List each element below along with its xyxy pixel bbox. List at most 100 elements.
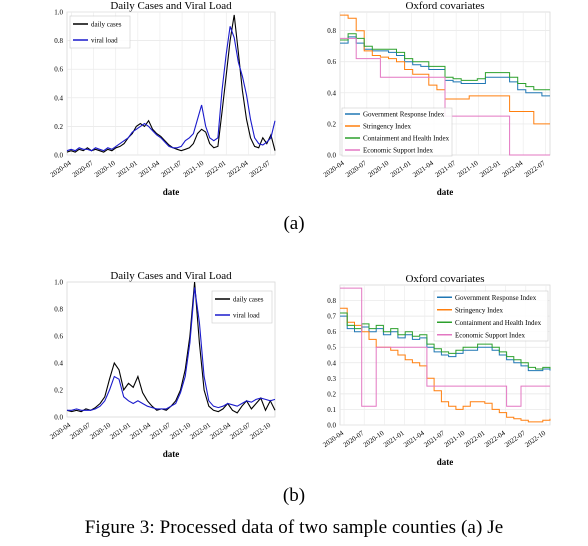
y-tick-label: 0.4 [327,89,336,97]
x-tick-label: 2020-07 [342,429,366,449]
x-tick-label: 2022-04 [501,159,525,179]
chart-b-oxford: Oxford covariates 0.0 0.1 0.2 0.3 0.4 0.5 0.6 0.… [321,273,551,467]
y-tick-label: 0.0 [54,414,63,422]
x-tick-label: 2020-07 [344,159,368,179]
x-tick-label: 2021-04 [137,159,161,179]
y-tick-label: 0.0 [327,422,336,430]
y-tick-label: 0.2 [54,387,63,395]
series-line-stringency-index [340,307,551,423]
y-tick-label: 0.6 [54,333,63,341]
legend-label: viral load [91,37,118,45]
panel-label-a: (a) [283,213,305,234]
panel-label-b: (b) [282,485,306,506]
x-tick-label: 2021-07 [434,159,458,179]
x-tick-label: 2022-07 [523,159,547,179]
x-tick-label: 2022-10 [248,421,272,441]
legend: Government Response Index Stringency Inde… [341,107,453,157]
x-tick-label: 2022-07 [503,429,527,449]
y-tick-label: 0.2 [327,390,336,398]
y-tick-label: 0.0 [327,152,336,160]
series-line-daily-cases [66,14,276,153]
x-tick-label: 2022-01 [463,429,487,449]
x-tick-label: 2020-04 [48,421,72,441]
x-tick-label: 2020-04 [321,429,345,449]
y-tick-label: 0.8 [327,27,336,35]
x-tick-label: 2021-04 [128,421,152,441]
x-tick-label: 2021-07 [422,429,446,449]
x-tick-label: 2021-01 [389,159,413,179]
y-tick-label: 0.2 [54,123,63,131]
legend-label: viral load [233,312,260,320]
legend-label: Economic Support Index [455,331,525,339]
y-tick-label: 0.3 [327,375,336,383]
x-tick-label: 2022-01 [188,421,212,441]
y-tick-label: 0.4 [54,360,63,368]
x-tick-label: 2020-10 [93,159,117,179]
x-tick-label: 2021-04 [402,429,426,449]
chart-title: Oxford covariates [405,0,484,12]
x-tick-label: 2021-07 [148,421,172,441]
x-tick-label: 2021-01 [108,421,132,441]
series-line-containment-and-health-index [340,33,550,91]
y-tick-label: 0.2 [327,120,336,128]
x-tick-label: 2021-10 [182,159,206,179]
legend-label: daily cases [91,21,122,29]
y-tick-label: 0.8 [327,297,336,305]
chart-title: Daily Cases and Viral Load [110,0,232,12]
series-line-viral-load [66,26,276,152]
plot-frame [66,281,276,418]
x-tick-label: 2022-04 [226,159,250,179]
legend-label: Containment and Health Index [455,319,542,327]
legend-label: Stringency Index [455,306,504,314]
y-tick-label: 0.5 [327,344,336,352]
legend-label: daily cases [233,296,264,304]
x-axis-label: date [437,187,454,197]
x-tick-label: 2022-07 [228,421,252,441]
series-line-government-response-index [340,315,551,372]
legend-label: Containment and Health Index [363,135,450,143]
legend-label: Government Response Index [455,294,537,302]
series-line-viral-load [67,287,276,411]
y-tick-label: 0.0 [54,152,63,160]
x-tick-label: 2022-01 [204,159,228,179]
x-tick-label: 2021-10 [168,421,192,441]
y-tick-label: 0.8 [54,37,63,45]
x-tick-label: 2022-04 [483,429,507,449]
x-tick-label: 2021-01 [115,159,139,179]
y-tick-label: 0.6 [327,328,336,336]
chart-a-oxford: Oxford covariates0.00.20.40.60.82020-042… [322,0,551,197]
legend: Government Response Index Stringency Inde… [433,290,549,342]
y-tick-label: 0.6 [54,66,63,74]
chart-a-cases-viral: Daily Cases and Viral Load 0.0 0.2 0.4 0.6 0.… [49,0,276,197]
y-tick-label: 1.0 [54,9,63,17]
y-tick-label: 0.8 [54,306,63,314]
x-tick-label: 2022-10 [523,429,547,449]
x-axis-label: date [163,449,180,459]
legend-label: Government Response Index [363,111,445,119]
legend-label: Stringency Index [363,123,412,131]
x-tick-label: 2020-04 [322,159,346,179]
chart-b-cases-viral: Daily Cases and Viral Load 0.0 0.2 0.4 0.6 0.… [48,270,276,459]
x-tick-label: 2020-10 [88,421,112,441]
legend: daily cases viral load [69,15,131,49]
legend: daily cases viral load [211,290,273,324]
chart-title: Oxford covariates [405,273,484,285]
series-line-economic-support-index [340,37,550,156]
x-tick-label: 2020-07 [68,421,92,441]
y-tick-label: 0.7 [327,313,336,321]
x-tick-label: 2022-01 [478,159,502,179]
y-tick-label: 0.1 [327,406,336,414]
y-tick-label: 0.4 [327,359,336,367]
x-tick-label: 2020-07 [71,159,95,179]
x-tick-label: 2021-10 [443,429,467,449]
x-tick-label: 2022-04 [208,421,232,441]
x-axis-label: date [437,457,454,467]
y-tick-label: 0.6 [327,58,336,66]
series-line-government-response-index [340,36,550,97]
x-tick-label: 2022-07 [248,159,272,179]
series-line-economic-support-index [340,287,550,407]
chart-title: Daily Cases and Viral Load [110,270,232,282]
x-tick-label: 2020-10 [367,159,391,179]
x-axis-label: date [163,187,180,197]
x-tick-label: 2020-04 [49,159,73,179]
